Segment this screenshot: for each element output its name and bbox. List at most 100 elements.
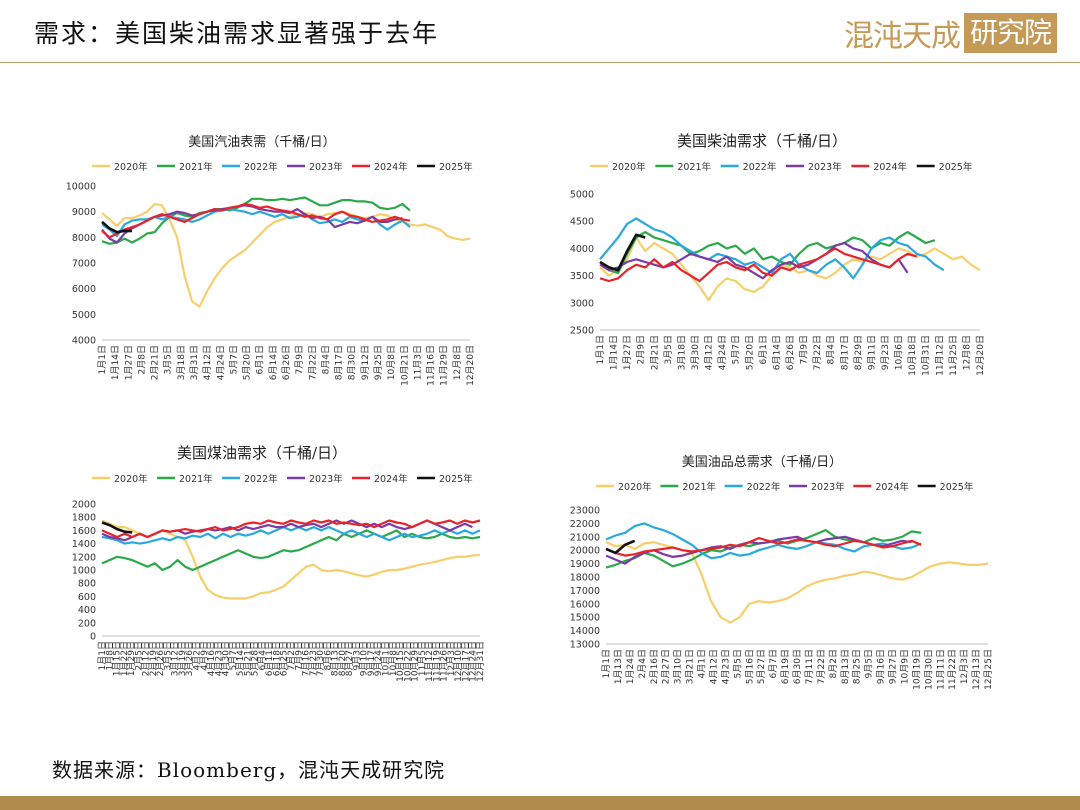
legend-label: 2024年 xyxy=(374,473,408,485)
chart-title: 美国柴油需求（千桶/日） xyxy=(677,132,847,150)
x-tick-label: 10月19日 xyxy=(911,649,922,690)
legend-label: 2021年 xyxy=(677,161,711,173)
legend-label: 2025年 xyxy=(940,481,974,493)
x-tick-label: 7月9日 xyxy=(294,345,305,374)
series-line xyxy=(101,519,473,542)
y-tick-label: 19000 xyxy=(570,559,600,570)
y-tick-label: 20000 xyxy=(570,546,600,557)
x-tick-label: 9月27日 xyxy=(888,649,899,684)
x-tick-label: 6月7日 xyxy=(768,649,779,678)
x-tick-label: 6月14日 xyxy=(268,345,279,380)
legend-item: 2022年 xyxy=(720,161,777,173)
legend-item: 2021年 xyxy=(655,161,712,173)
x-tick-label: 10月1日 xyxy=(381,641,392,676)
x-tick-label: 11月29日 xyxy=(439,345,450,386)
y-tick-label: 800 xyxy=(78,579,96,590)
x-tick-label: 8月6日 xyxy=(322,641,333,670)
chart-title: 美国油品总需求（千桶/日） xyxy=(682,455,842,470)
legend-item: 2022年 xyxy=(724,481,781,493)
series-line xyxy=(101,202,411,239)
page-title: 需求：美国柴油需求显著强于去年 xyxy=(34,19,440,48)
legend-item: 2025年 xyxy=(916,161,973,173)
x-tick-label: 3月21日 xyxy=(685,649,696,684)
x-tick-label: 11月25日 xyxy=(948,335,959,376)
x-tick-label: 2月26日 xyxy=(155,641,166,676)
x-tick-label: 5月27日 xyxy=(756,649,767,684)
x-tick-label: 3月10日 xyxy=(673,649,684,684)
legend-item: 2020年 xyxy=(92,473,148,485)
x-tick-label: 3月5日 xyxy=(663,335,674,364)
x-tick-label: 1月27日 xyxy=(123,345,134,380)
series-line xyxy=(599,241,909,280)
chart-panel: 美国油品总需求（千桶/日） 2020年 2021年 2022年 2023年 2024年 20… xyxy=(562,448,1002,708)
x-tick-label: 1月1日 xyxy=(97,345,108,374)
x-tick-label: 12月8日 xyxy=(452,345,463,380)
x-tick-label: 12月13日 xyxy=(971,649,982,690)
x-tick-label: 1月24日 xyxy=(625,649,636,684)
legend-label: 2021年 xyxy=(179,161,213,173)
y-tick-label: 600 xyxy=(78,592,96,603)
x-tick-label: 7月30日 xyxy=(315,641,326,676)
x-tick-label: 12月17日 xyxy=(460,641,471,682)
chart-title: 美国煤油需求（千桶/日） xyxy=(177,444,347,462)
x-tick-label: 4月16日 xyxy=(206,641,217,676)
legend-label: 2023年 xyxy=(808,161,842,173)
x-tick-label: 10月8日 xyxy=(386,345,397,380)
x-tick-label: 10月18日 xyxy=(907,335,918,376)
x-tick-label: 10月21日 xyxy=(399,345,410,386)
legend-label: 2025年 xyxy=(939,161,973,173)
y-tick-label: 5000 xyxy=(570,190,594,201)
x-tick-label: 11月11日 xyxy=(935,649,946,690)
x-tick-label: 7月9日 xyxy=(799,335,810,364)
legend-label: 2020年 xyxy=(612,161,646,173)
x-tick-label: 9月23日 xyxy=(880,335,891,370)
y-tick-label: 1200 xyxy=(72,552,96,563)
x-tick-label: 1月14日 xyxy=(110,345,121,380)
x-tick-label: 11月22日 xyxy=(947,649,958,690)
series-line xyxy=(101,521,133,534)
x-tick-label: 9月17日 xyxy=(366,641,377,676)
x-tick-label: 11月16日 xyxy=(426,345,437,386)
x-tick-label: 8月4日 xyxy=(320,345,331,374)
x-tick-label: 6月30日 xyxy=(792,649,803,684)
y-tick-label: 9000 xyxy=(72,207,96,218)
x-tick-label: 7月2日 xyxy=(286,641,297,670)
y-tick-label: 1800 xyxy=(72,513,96,524)
legend-item: 2020年 xyxy=(92,161,148,173)
y-tick-label: 4000 xyxy=(570,244,594,255)
x-tick-label: 7月22日 xyxy=(816,649,827,684)
x-tick-label: 5月20日 xyxy=(744,335,755,370)
x-tick-label: 8月13日 xyxy=(330,641,341,676)
y-tick-label: 2000 xyxy=(72,500,96,511)
legend-item: 2024年 xyxy=(352,473,408,485)
x-tick-label: 4月23日 xyxy=(720,649,731,684)
y-tick-label: 17000 xyxy=(570,586,600,597)
y-tick-label: 22000 xyxy=(570,519,600,530)
legend-item: 2022年 xyxy=(222,473,278,485)
y-tick-label: 4500 xyxy=(570,217,594,228)
x-tick-label: 7月22日 xyxy=(307,345,318,380)
y-tick-label: 3500 xyxy=(570,271,594,282)
chart-svg: 美国煤油需求（千桶/日） 2020年 2021年 2022年 2023年 2024年 202… xyxy=(72,444,486,682)
x-tick-label: 6月1日 xyxy=(758,335,769,364)
x-tick-label: 4月30日 xyxy=(221,641,232,676)
x-tick-label: 2月4日 xyxy=(637,649,648,678)
series-line xyxy=(599,247,918,283)
x-tick-label: 4月12日 xyxy=(202,345,213,380)
x-tick-label: 11月12日 xyxy=(934,335,945,376)
legend-label: 2022年 xyxy=(743,161,777,173)
x-tick-label: 6月14日 xyxy=(771,335,782,370)
x-tick-label: 2月27日 xyxy=(661,649,672,684)
x-tick-label: 4月24日 xyxy=(215,345,226,380)
legend-item: 2025年 xyxy=(917,481,974,493)
legend-item: 2025年 xyxy=(417,161,473,173)
legend-item: 2022年 xyxy=(222,161,278,173)
x-tick-label: 12月24日 xyxy=(468,641,479,682)
x-tick-label: 9月16日 xyxy=(876,649,887,684)
x-tick-label: 1月22日 xyxy=(119,641,130,676)
x-tick-label: 12月10日 xyxy=(453,641,464,682)
x-tick-label: 1月8日 xyxy=(104,641,115,670)
x-tick-label: 8月17日 xyxy=(334,345,345,380)
legend-label: 2024年 xyxy=(875,481,909,493)
series-line xyxy=(599,236,981,302)
